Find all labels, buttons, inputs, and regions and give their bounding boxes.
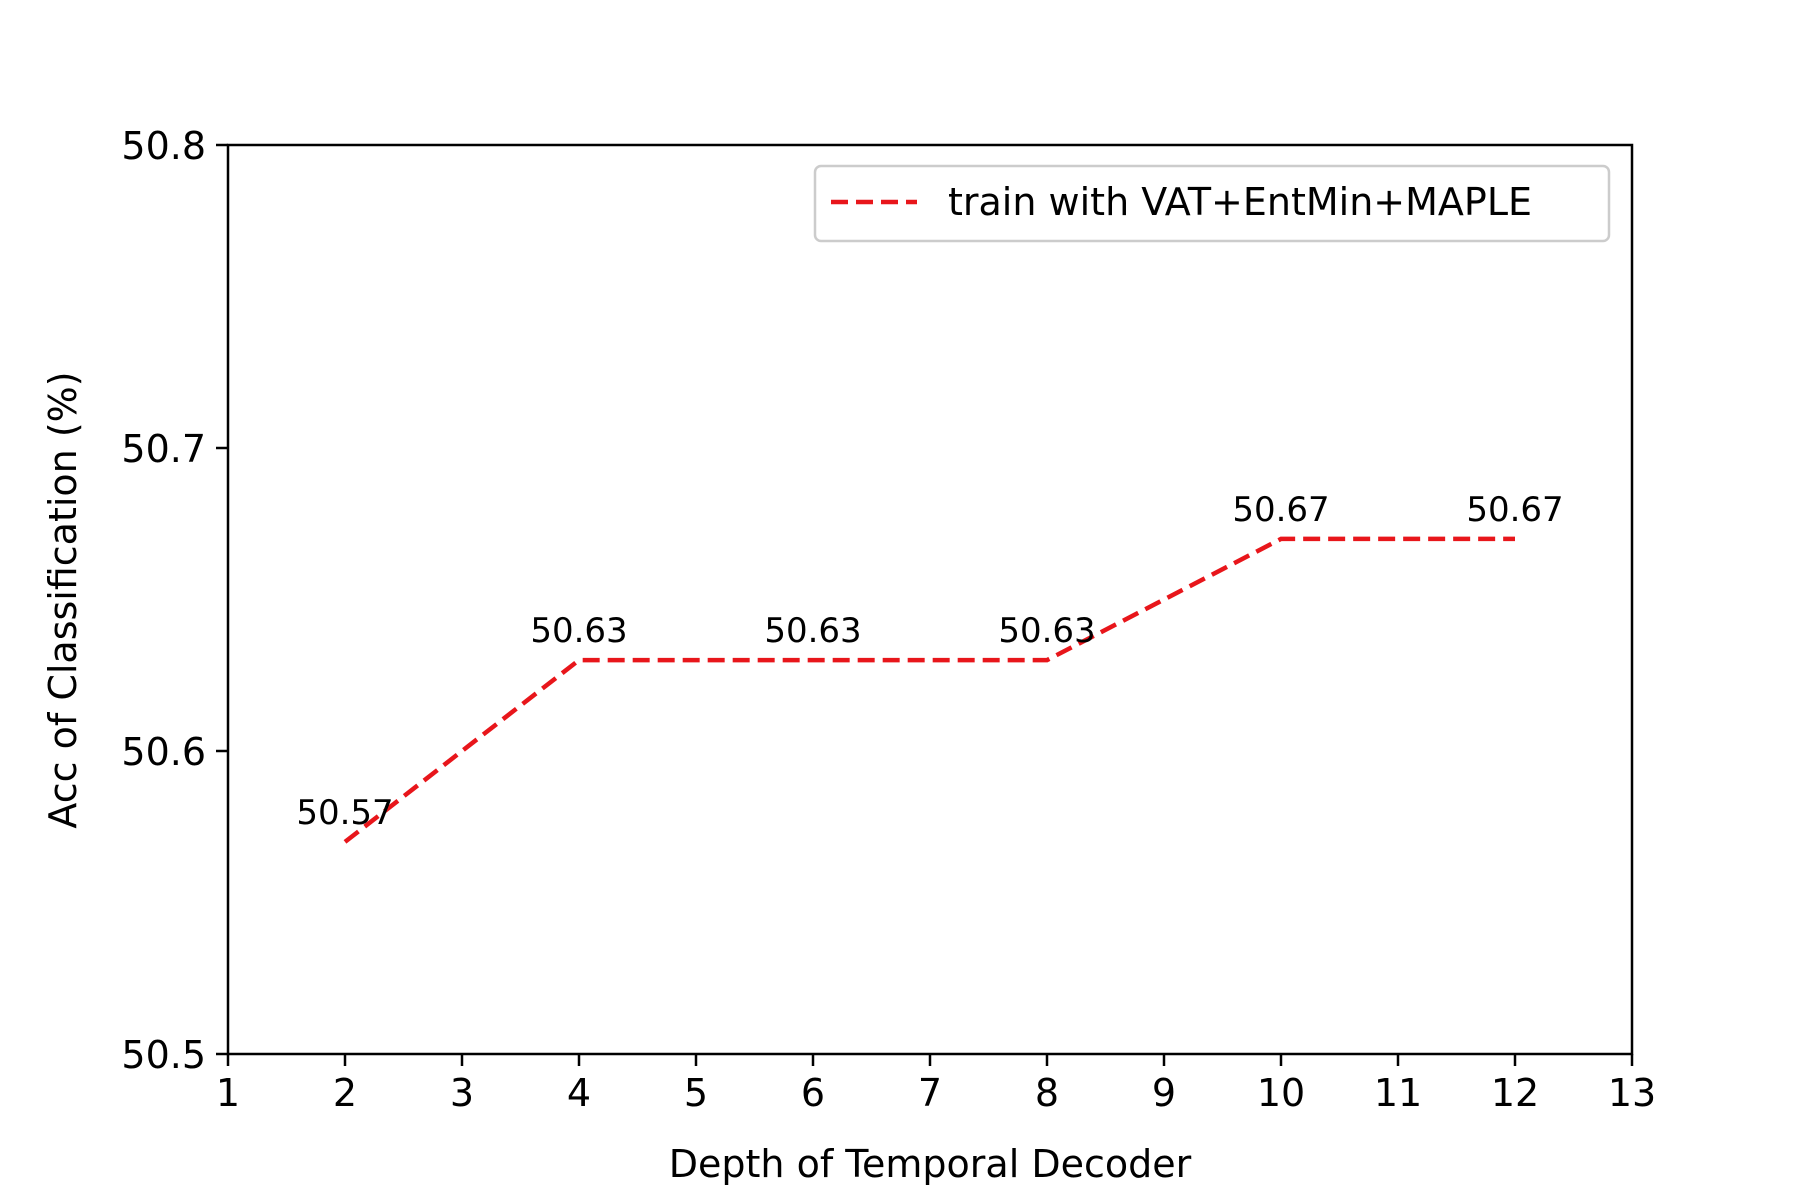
x-tick-label: 2	[333, 1071, 357, 1115]
data-labels-layer: 50.57 50.63 50.63 50.63 50.67 50.67	[296, 490, 1563, 833]
plot-area-frame	[226, 143, 1634, 1056]
y-tick-label: 50.5	[121, 1033, 206, 1077]
data-label: 50.57	[296, 793, 393, 833]
x-tick-label: 11	[1374, 1071, 1422, 1115]
x-tick-label: 1	[216, 1071, 240, 1115]
data-label: 50.67	[1232, 490, 1329, 530]
data-label: 50.63	[530, 611, 627, 651]
data-label: 50.63	[764, 611, 861, 651]
x-tick-label: 13	[1608, 1071, 1656, 1115]
data-label: 50.67	[1466, 490, 1563, 530]
y-axis-label: Acc of Classification (%)	[41, 371, 85, 828]
x-tick-label: 10	[1257, 1071, 1305, 1115]
y-tick-label: 50.7	[121, 427, 206, 471]
x-tick-label: 9	[1152, 1071, 1176, 1115]
y-tick-label: 50.6	[121, 730, 206, 774]
legend-entry-label: train with VAT+EntMin+MAPLE	[948, 180, 1532, 224]
y-tick-label: 50.8	[121, 124, 206, 168]
x-tick-label: 3	[450, 1071, 474, 1115]
x-tick-label: 8	[1035, 1071, 1059, 1115]
x-tick-label: 5	[684, 1071, 708, 1115]
x-tick-label: 6	[801, 1071, 825, 1115]
data-label: 50.63	[998, 611, 1095, 651]
x-axis-label: Depth of Temporal Decoder	[669, 1142, 1192, 1186]
legend: train with VAT+EntMin+MAPLE	[813, 164, 1611, 243]
x-tick-label: 12	[1491, 1071, 1539, 1115]
series-layer	[343, 536, 1515, 844]
x-tick-label: 7	[918, 1071, 942, 1115]
series-line	[343, 536, 1515, 844]
legend-box	[813, 164, 1611, 243]
x-tick-label: 4	[567, 1071, 591, 1115]
